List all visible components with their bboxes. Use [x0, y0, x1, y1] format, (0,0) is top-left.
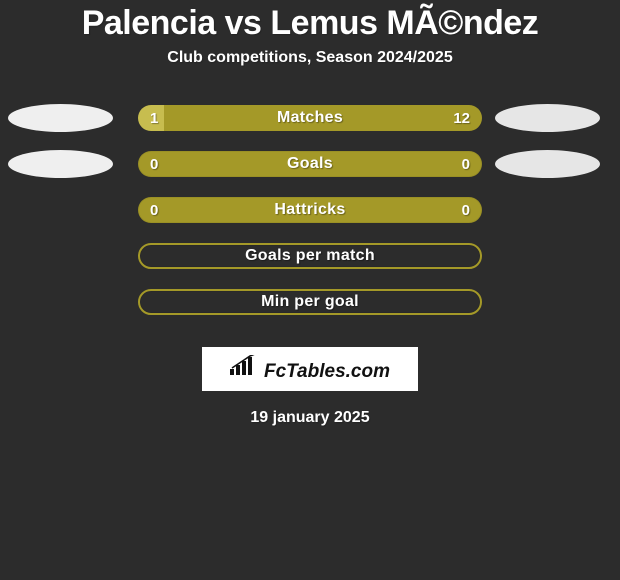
stat-value-left: 0 [150, 151, 158, 177]
stat-value-left: 0 [150, 197, 158, 223]
stat-bar: Min per goal [138, 289, 482, 315]
logo-box: FcTables.com [202, 347, 418, 391]
date-label: 19 january 2025 [0, 409, 620, 427]
stat-row: Min per goal [0, 279, 620, 325]
stat-label: Goals per match [140, 245, 480, 267]
site-logo: FcTables.com [230, 355, 390, 383]
player-ellipse-left [8, 104, 113, 132]
stat-value-right: 0 [462, 151, 470, 177]
stat-rows: Matches112Goals00Hattricks00Goals per ma… [0, 95, 620, 325]
stat-bar: Goals0 0 [138, 151, 482, 177]
logo-text: FcTables.com [264, 361, 390, 383]
stat-bar: Matches1 12 [138, 105, 482, 131]
stat-row: Goals0 0 [0, 141, 620, 187]
stat-label: Min per goal [140, 291, 480, 313]
page-title: Palencia vs Lemus MÃ©ndez [0, 4, 620, 43]
stat-value-right: 0 [462, 197, 470, 223]
subtitle: Club competitions, Season 2024/2025 [0, 49, 620, 67]
player-ellipse-left [8, 150, 113, 178]
stat-row: Goals per match [0, 233, 620, 279]
player-ellipse-right [495, 150, 600, 178]
stat-bar: Hattricks0 0 [138, 197, 482, 223]
stat-label: Hattricks [138, 197, 482, 223]
player-ellipse-right [495, 104, 600, 132]
stat-value-left: 1 [150, 105, 158, 131]
stat-bar: Goals per match [138, 243, 482, 269]
stat-row: Matches1 12 [0, 95, 620, 141]
bars-icon [230, 355, 258, 377]
content: Palencia vs Lemus MÃ©ndez Club competiti… [0, 0, 620, 427]
stat-label: Goals [138, 151, 482, 177]
stat-row: Hattricks0 0 [0, 187, 620, 233]
stat-label: Matches [138, 105, 482, 131]
stat-value-right: 12 [453, 105, 470, 131]
